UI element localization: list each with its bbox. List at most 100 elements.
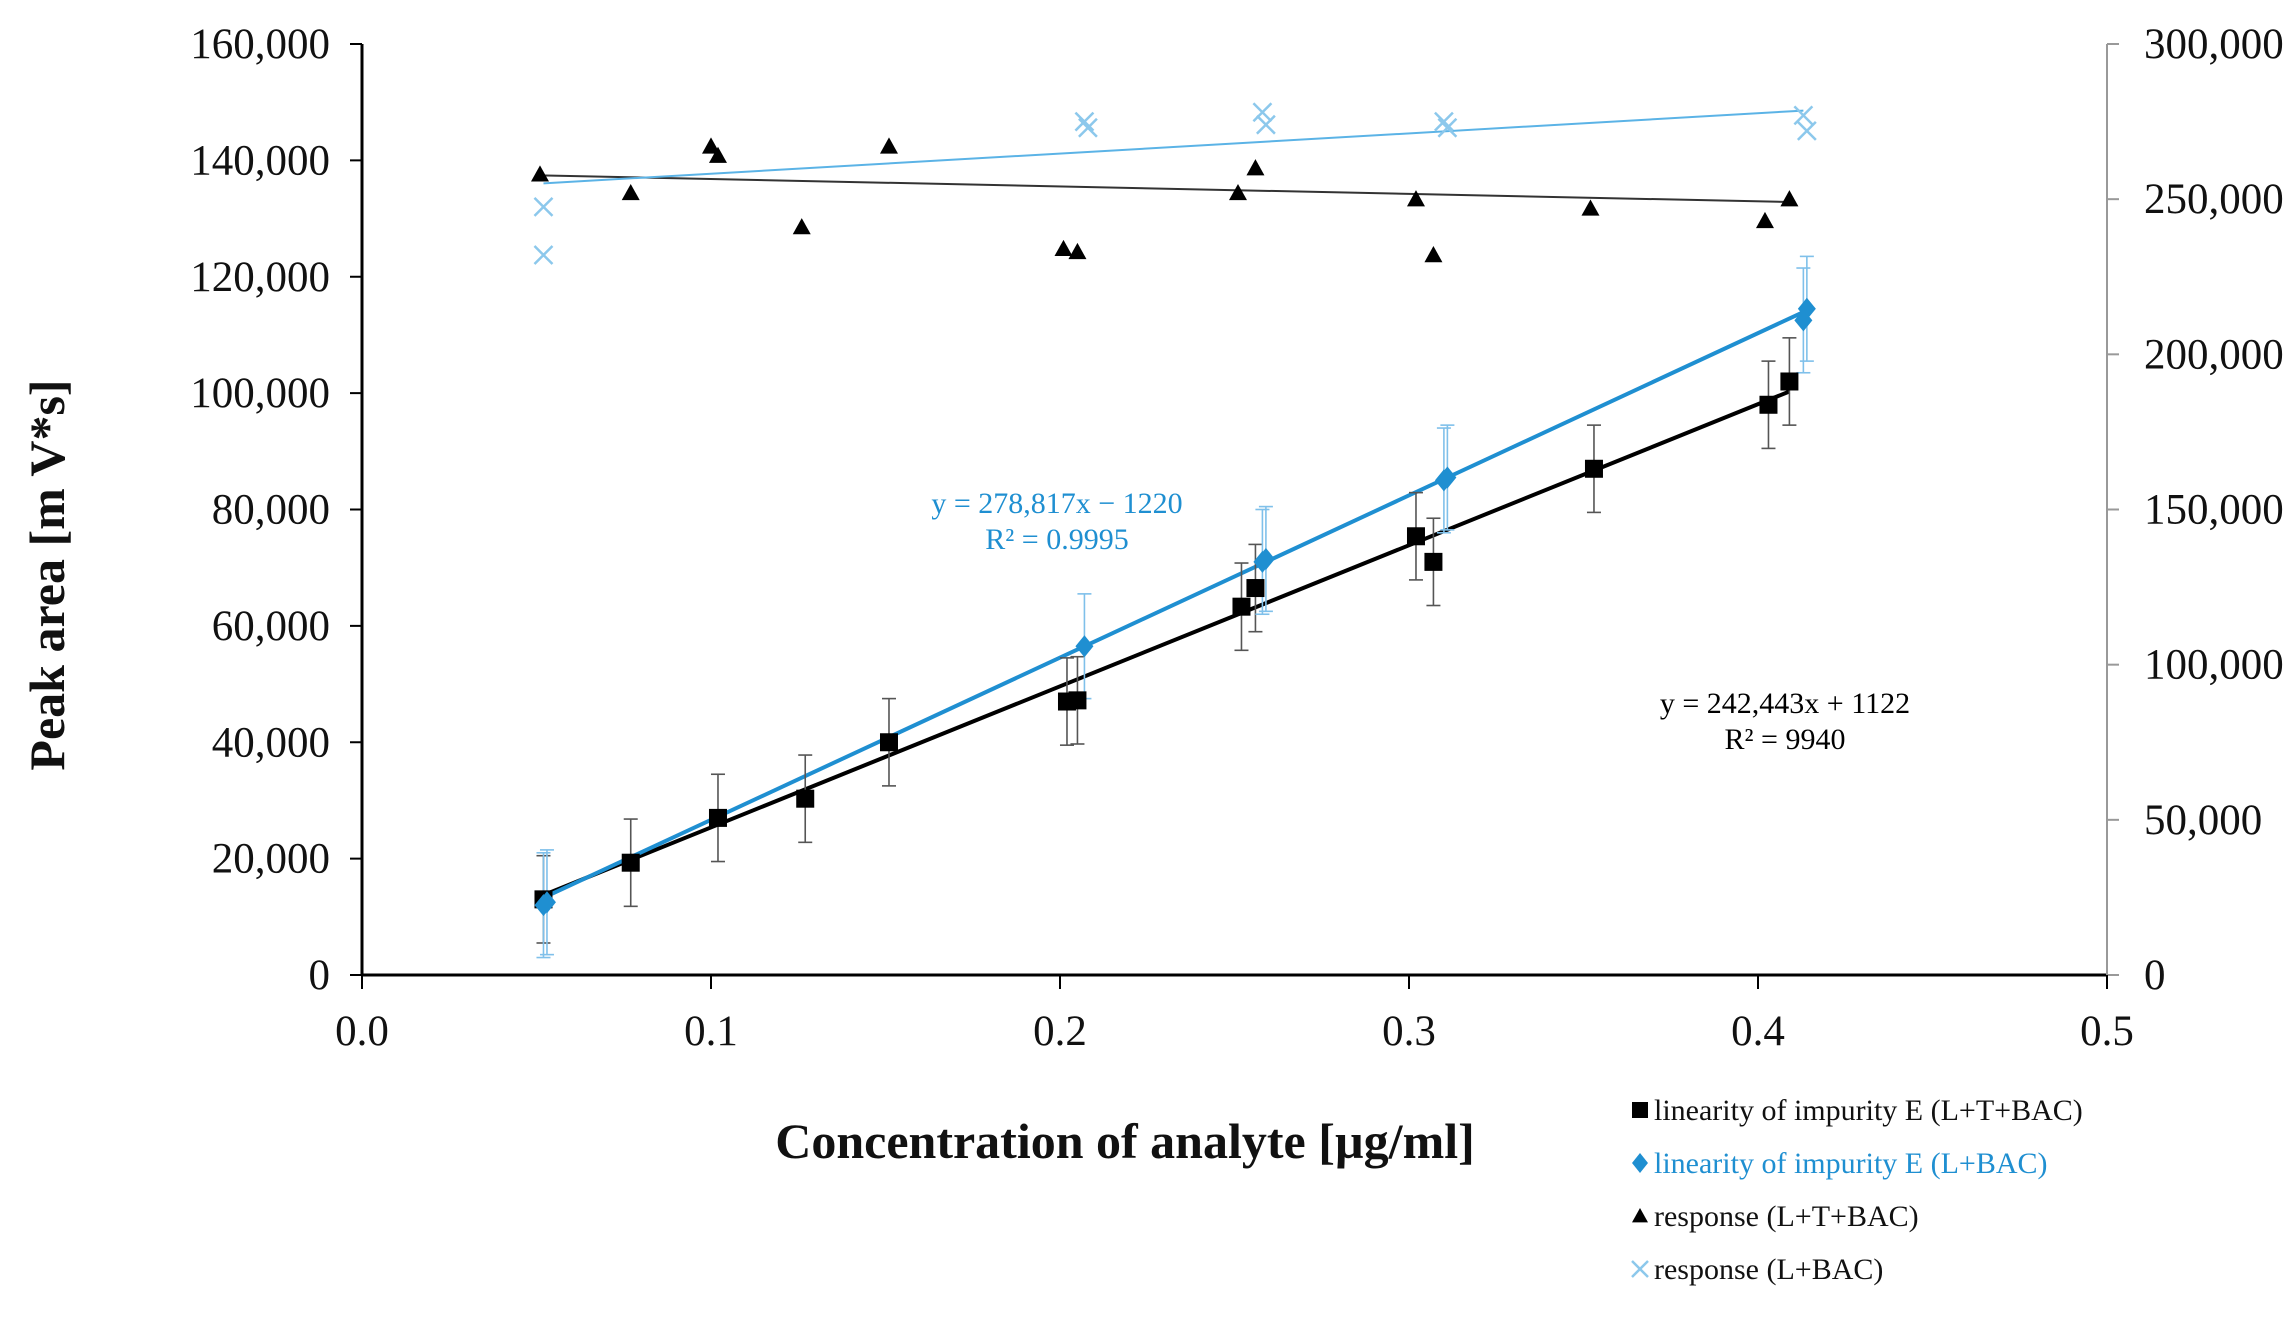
legend-item: linearity of impurity E (L+BAC) (1632, 1147, 2048, 1180)
trendline-triangle-2 (539, 174, 1790, 204)
blue-equation: y = 278,817x − 1220 (931, 487, 1182, 520)
point-cross-3 (1437, 117, 1458, 138)
point-triangle-2 (1424, 246, 1443, 263)
point-square-0 (1232, 597, 1251, 616)
point-square-0 (1584, 459, 1603, 478)
point-triangle-2 (1581, 199, 1600, 216)
point-cross-3 (1793, 105, 1814, 126)
point-square-0 (1406, 527, 1425, 546)
point-cross-3 (533, 197, 554, 217)
y2-tick-label: 50,000 (2144, 797, 2262, 844)
point-triangle-2 (530, 165, 549, 182)
x-tick-label: 0.3 (1382, 1008, 1436, 1055)
point-diamond-1 (537, 891, 556, 914)
y-tick-label: 40,000 (212, 719, 330, 766)
point-diamond-1 (1797, 297, 1816, 320)
point-triangle-2 (1406, 190, 1425, 207)
y2-tick-label: 150,000 (2144, 487, 2284, 534)
y-tick-label: 100,000 (190, 370, 330, 417)
point-triangle-2 (1246, 159, 1265, 176)
black-r-squared: R² = 9940 (1725, 723, 1846, 756)
point-square-0 (1246, 579, 1265, 598)
legend-item: linearity of impurity E (L+T+BAC) (1632, 1094, 2083, 1127)
point-cross-3-stroke (1256, 114, 1276, 135)
blue-r-squared: R² = 0.9995 (985, 523, 1128, 556)
point-triangle-2 (621, 183, 640, 201)
point-triangle-2 (1054, 239, 1073, 257)
point-diamond-1 (1075, 635, 1094, 658)
point-triangle-2 (792, 218, 811, 235)
point-cross-3 (1078, 117, 1098, 138)
data-points-layer (530, 102, 1817, 917)
point-cross-3 (1796, 121, 1817, 141)
point-cross-3 (1256, 114, 1276, 135)
point-cross-3-stroke (1796, 121, 1817, 141)
point-cross-3 (1252, 102, 1273, 123)
y-tick-label: 120,000 (190, 254, 330, 301)
legend-label: linearity of impurity E (L+T+BAC) (1654, 1094, 2083, 1127)
black-equation: y = 242,443x + 1122 (1660, 687, 1910, 720)
legend-item: response (L+BAC) (1631, 1253, 1883, 1286)
point-diamond-1 (1438, 466, 1457, 489)
point-cross-3-stroke (533, 245, 554, 265)
legend-marker-diamond (1632, 1153, 1648, 1173)
legend: linearity of impurity E (L+T+BAC) lineari… (1631, 1094, 2083, 1286)
legend-marker-triangle (1632, 1208, 1648, 1223)
trendline-cross-3 (543, 109, 1804, 185)
x-tick-label: 0.1 (684, 1008, 738, 1055)
point-cross-3 (1074, 111, 1095, 132)
x-tick-label: 0.4 (1731, 1008, 1785, 1055)
point-cross-3-stroke (533, 197, 554, 217)
y-tick-label: 80,000 (212, 487, 330, 534)
point-diamond-1 (1256, 547, 1275, 570)
x-axis-title: Concentration of analyte [µg/ml] (775, 1113, 1475, 1169)
point-cross-3 (1434, 111, 1454, 132)
x-tick-label: 0.0 (335, 1008, 389, 1055)
y2-tick-label: 250,000 (2144, 176, 2284, 223)
point-square-0 (1759, 395, 1778, 414)
y-tick-label: 140,000 (190, 137, 330, 184)
point-cross-3-stroke (1434, 111, 1454, 132)
legend-label: linearity of impurity E (L+BAC) (1654, 1147, 2048, 1180)
point-triangle-2 (702, 137, 720, 154)
y-axis-title: Peak area [m V*s] (19, 379, 75, 770)
point-square-0 (621, 853, 640, 872)
x-tick-label: 0.2 (1033, 1008, 1087, 1055)
y2-tick-label: 0 (2144, 952, 2166, 999)
error-bars-layer (536, 255, 1814, 959)
point-cross-3-stroke (1074, 111, 1095, 132)
point-square-0 (1424, 552, 1443, 571)
point-triangle-2 (708, 146, 727, 163)
y2-tick-label: 100,000 (2144, 642, 2284, 689)
point-square-0 (796, 789, 815, 808)
y2-tick-label: 200,000 (2144, 331, 2284, 378)
y-tick-label: 0 (309, 952, 331, 999)
point-square-0 (1068, 691, 1087, 710)
trendline-square-0 (542, 389, 1791, 897)
x-tick-label: 0.5 (2080, 1008, 2134, 1055)
y-tick-label: 160,000 (190, 21, 330, 68)
point-triangle-2 (1780, 190, 1799, 207)
point-cross-3-stroke (1078, 117, 1098, 138)
point-triangle-2 (1068, 242, 1087, 260)
point-triangle-2 (1755, 211, 1774, 229)
legend-item: response (L+T+BAC) (1632, 1200, 1919, 1233)
legend-label: response (L+T+BAC) (1654, 1200, 1919, 1233)
point-cross-3-stroke (1252, 102, 1273, 123)
point-cross-3 (533, 245, 554, 265)
y2-tick-label: 300,000 (2144, 21, 2284, 68)
point-cross-3-stroke (1793, 105, 1814, 126)
point-square-0 (708, 808, 727, 827)
legend-marker-cross (1631, 1260, 1649, 1278)
point-square-0 (1780, 372, 1799, 391)
point-square-0 (879, 733, 898, 752)
point-triangle-2 (879, 137, 898, 154)
legend-marker-cross-stroke (1631, 1260, 1649, 1278)
trendlines-layer (539, 109, 1808, 900)
y-tick-label: 20,000 (212, 836, 330, 883)
legend-label: response (L+BAC) (1654, 1253, 1883, 1286)
point-cross-3-stroke (1437, 117, 1458, 138)
legend-marker-square (1632, 1102, 1648, 1118)
y-tick-label: 60,000 (212, 603, 330, 650)
